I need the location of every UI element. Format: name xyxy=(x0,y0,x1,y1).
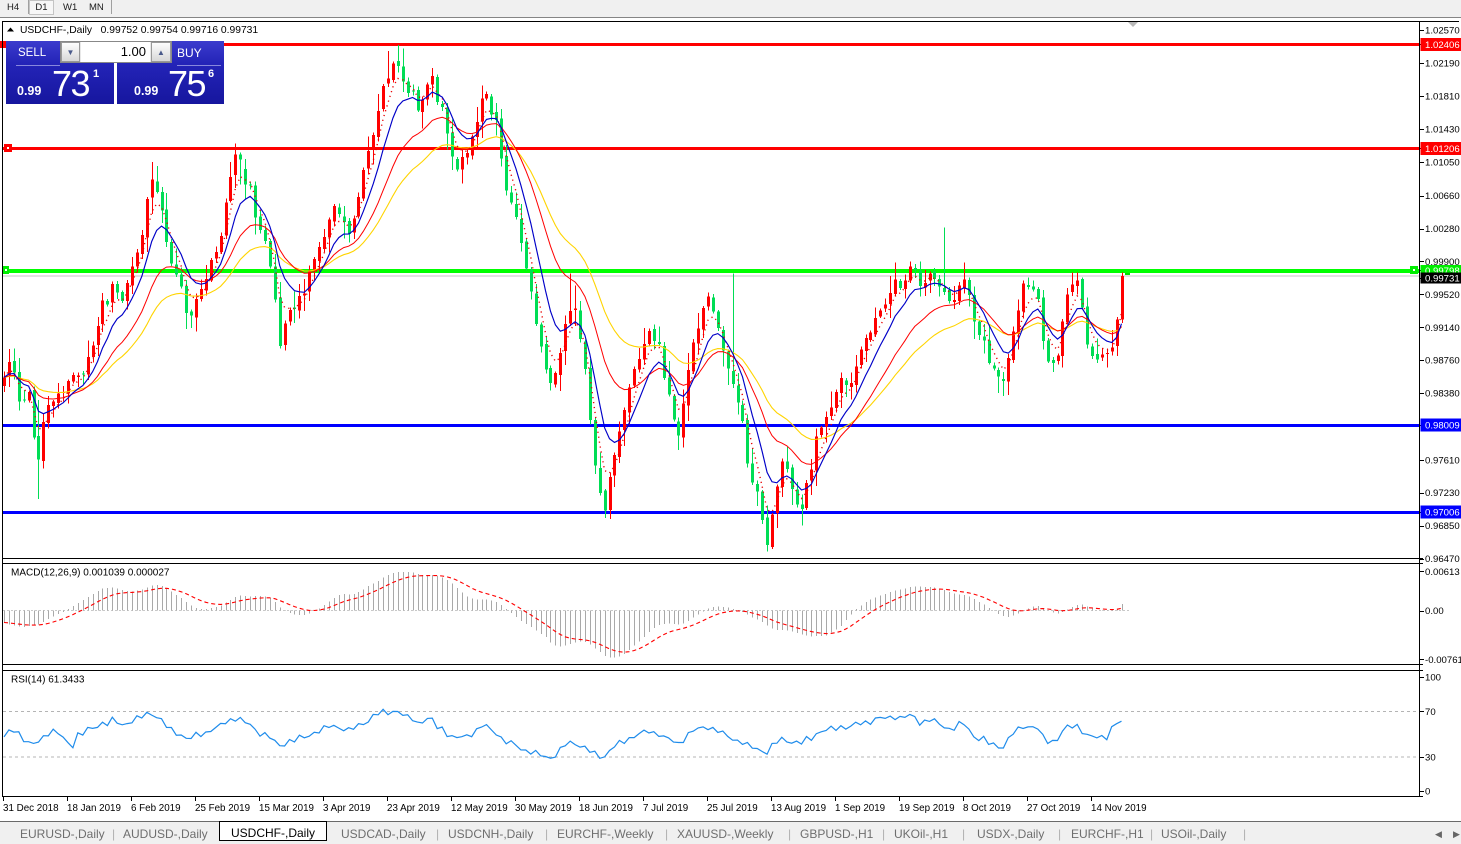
svg-text:25 Jul 2019: 25 Jul 2019 xyxy=(707,803,758,814)
svg-text:1.01050: 1.01050 xyxy=(1425,157,1460,168)
svg-text:1 Sep 2019: 1 Sep 2019 xyxy=(835,803,885,814)
svg-text:0.99140: 0.99140 xyxy=(1425,323,1460,334)
svg-text:31 Dec 2018: 31 Dec 2018 xyxy=(3,803,59,814)
svg-text:1.00280: 1.00280 xyxy=(1425,224,1460,235)
svg-text:25 Feb 2019: 25 Feb 2019 xyxy=(195,803,250,814)
svg-text:0.96470: 0.96470 xyxy=(1425,554,1460,565)
svg-text:27 Oct 2019: 27 Oct 2019 xyxy=(1027,803,1080,814)
svg-text:0.97230: 0.97230 xyxy=(1425,488,1460,499)
svg-text:30 May 2019: 30 May 2019 xyxy=(515,803,572,814)
svg-text:0.99900: 0.99900 xyxy=(1425,257,1460,268)
svg-text:MACD(12,26,9) 0.001039 0.00002: MACD(12,26,9) 0.001039 0.000027 xyxy=(11,568,170,579)
svg-text:1.01430: 1.01430 xyxy=(1425,124,1460,135)
svg-text:1.02190: 1.02190 xyxy=(1425,59,1460,70)
svg-text:1.01810: 1.01810 xyxy=(1425,92,1460,103)
svg-text:RSI(14) 61.3433: RSI(14) 61.3433 xyxy=(11,675,85,686)
svg-text:0.00613: 0.00613 xyxy=(1425,567,1460,578)
svg-text:13 Aug 2019: 13 Aug 2019 xyxy=(771,803,826,814)
svg-text:0.98380: 0.98380 xyxy=(1425,389,1460,400)
svg-text:0.99731: 0.99731 xyxy=(1425,274,1460,285)
svg-text:1.02570: 1.02570 xyxy=(1425,26,1460,37)
svg-text:0: 0 xyxy=(1425,787,1430,798)
svg-text:3 Apr 2019: 3 Apr 2019 xyxy=(323,803,370,814)
svg-text:14 Nov 2019: 14 Nov 2019 xyxy=(1091,803,1147,814)
svg-text:0.97610: 0.97610 xyxy=(1425,455,1460,466)
svg-text:0.98009: 0.98009 xyxy=(1425,421,1460,432)
svg-text:1.02406: 1.02406 xyxy=(1425,40,1460,51)
svg-text:8 Oct 2019: 8 Oct 2019 xyxy=(963,803,1011,814)
svg-text:USDCHF-,Daily 0.99752 0.9975: USDCHF-,Daily 0.99752 0.99754 0.99716 0.… xyxy=(20,25,258,36)
svg-text:18 Jan 2019: 18 Jan 2019 xyxy=(67,803,121,814)
svg-text:18 Jun 2019: 18 Jun 2019 xyxy=(579,803,633,814)
svg-text:15 Mar 2019: 15 Mar 2019 xyxy=(259,803,314,814)
svg-text:30: 30 xyxy=(1425,753,1436,764)
svg-text:12 May 2019: 12 May 2019 xyxy=(451,803,508,814)
svg-text:1.01206: 1.01206 xyxy=(1425,144,1460,155)
svg-text:23 Apr 2019: 23 Apr 2019 xyxy=(387,803,440,814)
svg-text:0.96850: 0.96850 xyxy=(1425,521,1460,532)
svg-text:0.98760: 0.98760 xyxy=(1425,356,1460,367)
svg-text:100: 100 xyxy=(1425,673,1441,684)
svg-text:0.99520: 0.99520 xyxy=(1425,290,1460,301)
svg-text:19 Sep 2019: 19 Sep 2019 xyxy=(899,803,955,814)
svg-text:1.00660: 1.00660 xyxy=(1425,191,1460,202)
svg-text:0.00: 0.00 xyxy=(1425,606,1444,617)
svg-text:0.99798: 0.99798 xyxy=(1425,266,1460,277)
svg-text:7 Jul 2019: 7 Jul 2019 xyxy=(643,803,688,814)
svg-text:0.97006: 0.97006 xyxy=(1425,508,1460,519)
svg-text:6 Feb 2019: 6 Feb 2019 xyxy=(131,803,181,814)
svg-text:-0.007612: -0.007612 xyxy=(1425,655,1461,666)
svg-text:70: 70 xyxy=(1425,707,1436,718)
